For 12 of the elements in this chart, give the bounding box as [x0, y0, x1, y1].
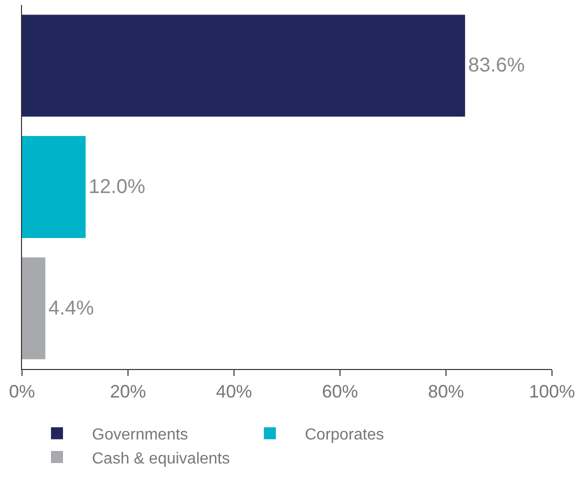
x-tick-label: 80%	[428, 382, 464, 402]
data-label: 83.6%	[468, 54, 526, 77]
legend-label: Governments	[92, 426, 188, 444]
legend-label: Cash & equivalents	[92, 450, 230, 468]
x-tick-label: 60%	[322, 382, 358, 402]
x-tick-label: 100%	[528, 382, 576, 402]
legend-label: Corporates	[304, 426, 384, 444]
data-label: 4.4%	[48, 297, 94, 320]
data-label: 12.0%	[88, 176, 146, 198]
x-tick-label: 20%	[110, 382, 146, 402]
x-tick-label: 0%	[8, 382, 36, 402]
x-tick-label: 40%	[216, 382, 252, 402]
